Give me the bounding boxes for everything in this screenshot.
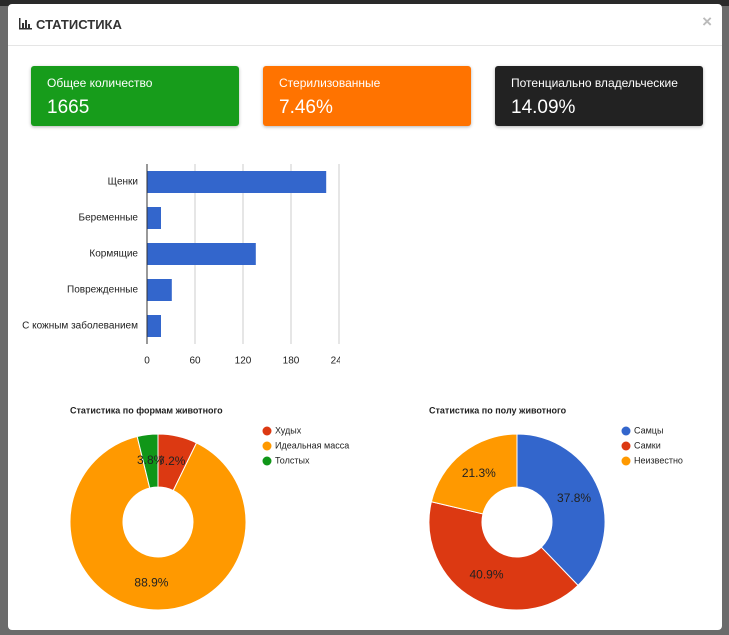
stat-card: Стерилизованные 7.46% — [263, 66, 471, 126]
data-label: 3.8% — [137, 453, 165, 467]
y-tick-label: Беременные — [79, 213, 139, 224]
chart-icon — [19, 18, 32, 30]
bar — [147, 171, 327, 193]
donut-slice — [516, 433, 606, 587]
bar — [147, 279, 172, 301]
chart-title: Статистика по формам животного — [70, 405, 223, 415]
legend-marker — [621, 426, 631, 436]
card-value: 7.46% — [279, 97, 333, 118]
x-tick-label: 180 — [283, 356, 300, 367]
close-button[interactable]: × — [702, 12, 712, 31]
x-tick-label: 0 — [144, 356, 150, 367]
chart-title: Статистика по полу животного — [429, 405, 567, 415]
modal-header: СТАТИСТИКА × — [8, 4, 722, 46]
x-tick-label: 60 — [189, 356, 201, 367]
card-label: Потенциально владельческие — [511, 76, 678, 90]
bar — [147, 315, 161, 337]
legend-marker — [262, 456, 272, 466]
legend-marker — [262, 426, 272, 436]
bar — [147, 243, 256, 265]
card-value: 14.09% — [511, 97, 576, 118]
legend-label: Самцы — [634, 425, 663, 435]
data-label: 40.9% — [470, 568, 504, 582]
data-label: 37.8% — [557, 491, 591, 505]
legend-marker — [262, 441, 272, 451]
navbar — [0, 0, 729, 6]
x-tick-label: 240 — [331, 356, 348, 367]
legend-marker — [621, 456, 631, 466]
y-tick-label: С кожным заболеванием — [22, 320, 138, 332]
y-tick-label: Кормящие — [89, 249, 138, 260]
donut-slice — [430, 433, 518, 515]
donut-slice — [69, 435, 247, 611]
card-label: Стерилизованные — [279, 76, 381, 90]
card-value: 1665 — [47, 97, 90, 118]
data-label: 21.3% — [462, 466, 496, 480]
modal-title: СТАТИСТИКА — [36, 17, 122, 32]
bar — [147, 207, 161, 229]
x-tick-label: 120 — [235, 356, 252, 367]
donut-slice — [136, 433, 159, 489]
legend-label: Самки — [634, 440, 661, 450]
card-label: Общее количество — [47, 76, 153, 90]
stat-card: Общее количество 1665 — [31, 66, 239, 126]
donut-slice — [428, 501, 579, 611]
y-tick-label: Поврежденные — [67, 285, 138, 296]
legend-label: Толстых — [275, 455, 310, 465]
y-tick-label: Щенки — [108, 177, 138, 188]
legend-label: Худых — [275, 425, 302, 435]
legend-marker — [621, 441, 631, 451]
data-label: 88.9% — [134, 575, 168, 589]
data-label: 7.2% — [158, 454, 186, 468]
legend-label: Идеальная масса — [275, 440, 349, 450]
legend-label: Неизвестно — [634, 455, 683, 465]
stat-card: Потенциально владельческие 14.09% — [495, 66, 703, 126]
